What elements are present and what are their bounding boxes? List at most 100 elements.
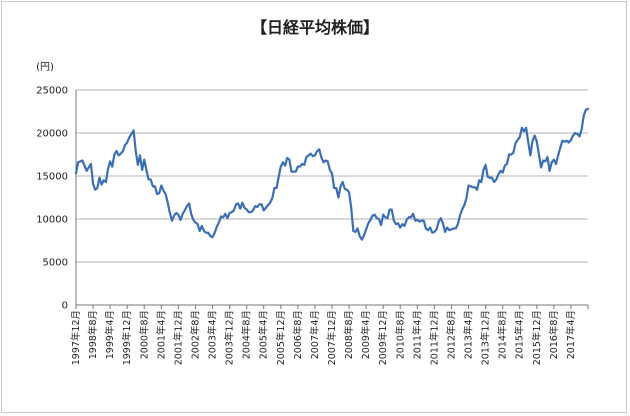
data-point (542, 159, 545, 162)
data-point (450, 228, 453, 231)
data-point (119, 152, 122, 155)
data-point (360, 238, 363, 241)
data-point (296, 165, 299, 168)
data-point (331, 172, 333, 175)
data-point (273, 187, 276, 189)
data-point (267, 204, 269, 207)
data-point (260, 203, 263, 206)
data-point (299, 165, 301, 168)
data-point (179, 218, 182, 221)
x-tick-label: 2013年12月 (480, 310, 492, 365)
data-point (548, 169, 551, 172)
data-point (181, 212, 184, 215)
data-point (235, 203, 237, 206)
data-point (107, 168, 109, 171)
data-point (196, 223, 199, 226)
data-point (506, 163, 508, 165)
data-point (186, 205, 188, 208)
data-point (154, 185, 156, 188)
data-point (218, 221, 220, 224)
data-point (501, 171, 504, 174)
y-tick-label: 25000 (36, 86, 68, 97)
x-tick-label: 2009年12月 (377, 310, 389, 365)
data-point (471, 186, 474, 189)
data-point (81, 159, 84, 162)
data-point (557, 154, 560, 157)
data-point (516, 138, 519, 141)
data-point (113, 153, 116, 156)
data-point (493, 181, 496, 183)
data-point (378, 218, 380, 220)
data-point (531, 139, 534, 142)
data-point (134, 150, 137, 152)
data-point (448, 229, 451, 232)
x-tick-label: 2013年4月 (463, 310, 475, 359)
data-point (510, 153, 513, 156)
data-point (399, 226, 402, 229)
data-point (200, 224, 203, 227)
data-point (414, 219, 417, 222)
data-point (316, 150, 318, 152)
data-point (92, 182, 94, 185)
data-point (324, 159, 327, 162)
data-point (371, 214, 374, 217)
data-point (158, 192, 161, 195)
data-point (508, 153, 510, 156)
data-point (147, 178, 150, 181)
data-point (96, 187, 99, 189)
data-point (369, 218, 372, 221)
data-point (252, 209, 254, 212)
data-point (177, 213, 180, 216)
data-point (540, 166, 542, 169)
data-point (207, 231, 210, 234)
data-point (166, 201, 169, 204)
data-point (429, 226, 432, 229)
data-point (518, 136, 521, 139)
x-tick-label: 2001年12月 (172, 310, 184, 365)
data-point (459, 214, 461, 217)
data-point (452, 227, 455, 230)
data-point (232, 209, 235, 212)
data-point (130, 132, 133, 135)
data-point (301, 163, 304, 165)
data-point (314, 154, 316, 157)
data-point (525, 126, 528, 129)
data-point (183, 209, 186, 212)
data-point (222, 216, 225, 219)
data-point (245, 208, 248, 211)
data-point (373, 213, 376, 216)
data-point (126, 141, 129, 144)
y-tick-label: 0 (62, 301, 68, 312)
data-point (205, 231, 208, 234)
data-point (303, 163, 306, 166)
x-tick-label: 1998年8月 (87, 310, 99, 359)
data-point (552, 158, 555, 161)
data-point (395, 223, 397, 226)
data-point (439, 217, 442, 220)
data-point (109, 160, 112, 163)
data-point (427, 229, 429, 232)
x-tick-label: 2005年12月 (275, 310, 287, 365)
data-point (397, 222, 400, 225)
data-point (128, 136, 131, 139)
data-point (160, 184, 163, 187)
y-tick-label: 5000 (43, 258, 68, 269)
data-point (446, 226, 449, 229)
x-tick-label: 2015年12月 (531, 310, 543, 365)
x-tick-label: 2014年8月 (497, 310, 509, 359)
data-point (322, 161, 325, 164)
data-point (412, 212, 414, 215)
data-point (286, 157, 289, 159)
x-tick-label: 2001年4月 (155, 310, 167, 359)
data-point (226, 217, 229, 220)
data-point (111, 165, 114, 168)
data-point (318, 148, 321, 151)
data-point (424, 227, 427, 230)
data-point (171, 219, 173, 222)
data-point (386, 217, 389, 220)
data-point (520, 126, 523, 129)
data-point (578, 135, 581, 138)
data-point (162, 189, 165, 192)
data-point (478, 179, 481, 182)
